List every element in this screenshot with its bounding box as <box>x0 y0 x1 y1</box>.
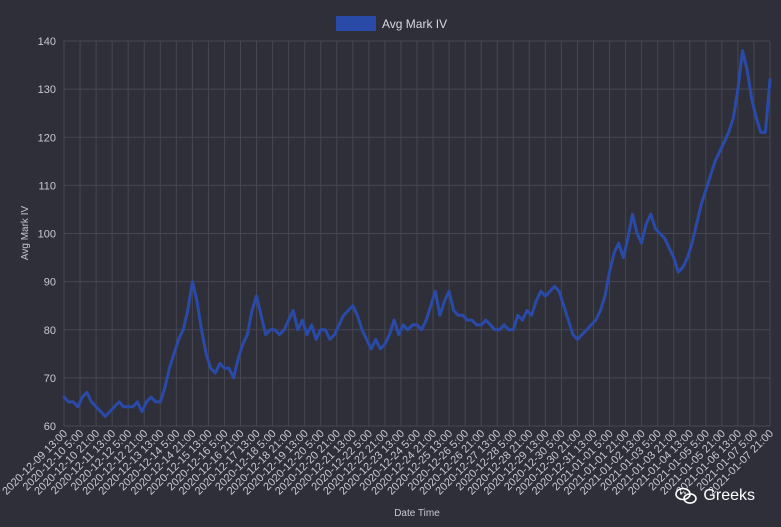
y-tick-label: 100 <box>38 229 56 241</box>
legend-label[interactable]: Avg Mark IV <box>382 17 447 31</box>
y-tick-label: 140 <box>38 36 56 48</box>
y-tick-label: 80 <box>44 325 56 337</box>
watermark: Greeks <box>675 487 755 505</box>
y-tick-label: 60 <box>44 421 56 433</box>
x-axis-title: Date Time <box>394 508 440 519</box>
y-tick-label: 70 <box>44 373 56 385</box>
legend-swatch[interactable] <box>336 16 376 31</box>
y-tick-label: 130 <box>38 84 56 96</box>
grid <box>63 40 771 427</box>
y-axis-ticks: 60 70 80 90 100 110 120 130 140 <box>38 36 56 433</box>
y-tick-label: 110 <box>38 180 56 192</box>
y-tick-label: 120 <box>38 132 56 144</box>
legend[interactable]: Avg Mark IV <box>336 16 447 31</box>
series-line-avg-mark-iv <box>62 49 772 418</box>
y-tick-label: 90 <box>44 277 56 289</box>
series-layer <box>62 49 772 418</box>
y-axis-title: Avg Mark IV <box>20 206 31 261</box>
wechat-icon <box>675 487 698 504</box>
watermark-text: Greeks <box>703 487 755 504</box>
